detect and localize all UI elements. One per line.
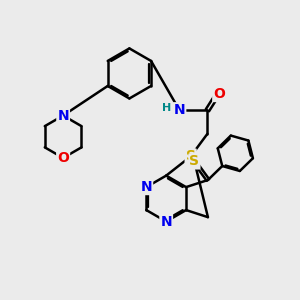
Text: H: H bbox=[163, 103, 172, 113]
Text: N: N bbox=[174, 103, 185, 117]
Text: N: N bbox=[140, 180, 152, 194]
Text: N: N bbox=[160, 214, 172, 229]
Text: S: S bbox=[186, 149, 196, 164]
Text: N: N bbox=[57, 109, 69, 122]
Text: O: O bbox=[213, 87, 225, 101]
Text: O: O bbox=[57, 151, 69, 165]
Text: S: S bbox=[189, 154, 200, 168]
